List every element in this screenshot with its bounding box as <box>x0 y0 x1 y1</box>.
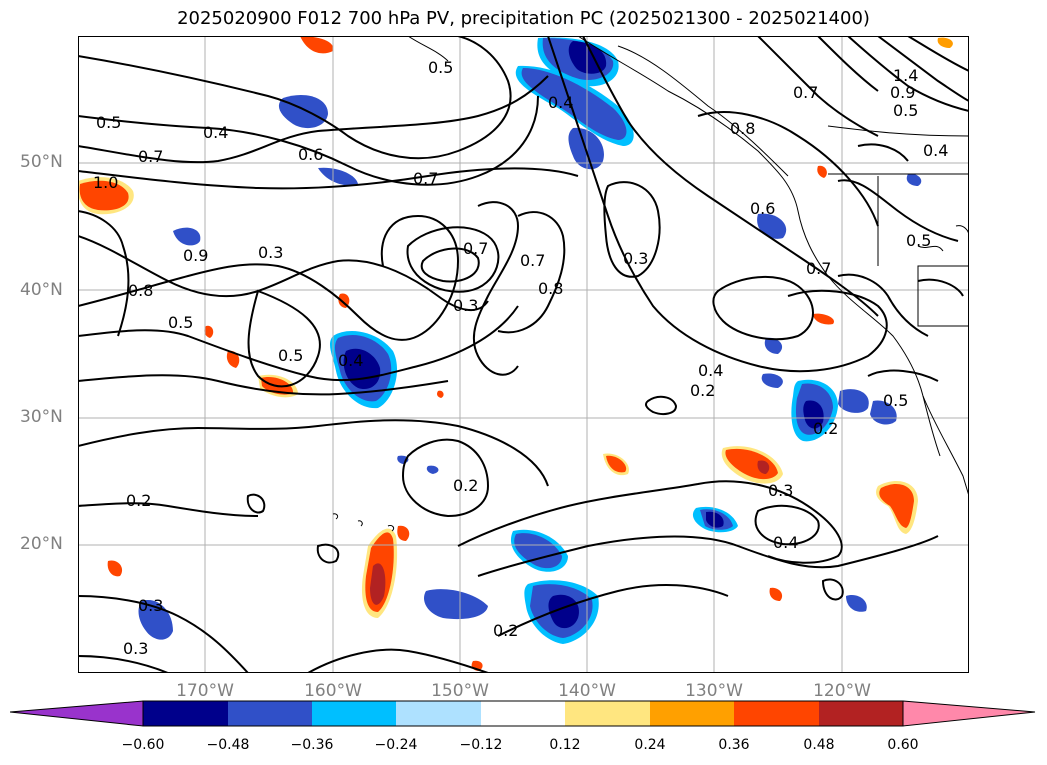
contour-label: 0.5 <box>278 346 303 365</box>
colorbar-tick: −0.12 <box>459 737 503 753</box>
contour-label: 0.6 <box>298 145 323 164</box>
precip-negative-areas <box>138 37 922 644</box>
contour-label: 0.9 <box>890 83 915 102</box>
lat-label-40n: 40°N <box>20 280 63 300</box>
contour-label: 1.0 <box>93 173 118 192</box>
contour-label: 0.2 <box>493 621 518 640</box>
colorbar-bin <box>481 701 566 726</box>
lat-label-50n: 50°N <box>20 152 63 172</box>
contour-label: 0.3 <box>123 639 148 658</box>
colorbar-tick: 0.24 <box>634 737 666 753</box>
contour-label: 0.4 <box>923 141 948 160</box>
contour-label: 0.2 <box>690 381 715 400</box>
colorbar-bin <box>819 701 904 726</box>
colorbar-bin <box>228 701 313 726</box>
contour-label: 0.2 <box>453 476 478 495</box>
map-plot: 0.5 0.4 0.6 0.7 0.5 1.0 0.7 0.9 0.3 0.8 … <box>78 36 969 673</box>
contour-label: 0.4 <box>548 93 573 112</box>
colorbar-bin <box>143 701 228 726</box>
coastlines <box>332 36 969 532</box>
colorbar-tick: 0.36 <box>718 737 750 753</box>
colorbar-tick: −0.48 <box>206 737 250 753</box>
contour-label: 0.5 <box>893 101 918 120</box>
contour-label: 0.3 <box>453 296 478 315</box>
contour-label: 0.5 <box>96 113 121 132</box>
contour-label: 0.5 <box>906 231 931 250</box>
gridlines <box>78 36 969 673</box>
colorbar-tick: −0.36 <box>290 737 334 753</box>
colorbar-tick: 0.48 <box>803 737 835 753</box>
contour-label: 1.4 <box>893 66 918 85</box>
lon-label-160w: 160°W <box>304 681 362 701</box>
contour-labels: 0.5 0.4 0.6 0.7 0.5 1.0 0.7 0.9 0.3 0.8 … <box>93 58 948 658</box>
colorbar-tick: 0.60 <box>887 737 919 753</box>
contour-label: 0.2 <box>813 419 838 438</box>
colorbar-bin <box>734 701 819 726</box>
colorbar-bin <box>396 701 481 726</box>
lon-label-150w: 150°W <box>431 681 489 701</box>
colorbar <box>10 700 1036 727</box>
lon-label-130w: 130°W <box>685 681 743 701</box>
contour-label: 0.7 <box>806 259 831 278</box>
lon-label-170w: 170°W <box>176 681 234 701</box>
contour-label: 0.9 <box>183 246 208 265</box>
contour-label: 0.3 <box>138 596 163 615</box>
colorbar-tick: 0.12 <box>549 737 581 753</box>
contour-label: 0.6 <box>750 199 775 218</box>
contour-label: 0.4 <box>203 123 228 142</box>
contour-label: 0.7 <box>138 147 163 166</box>
chart-title: 2025020900 F012 700 hPa PV, precipitatio… <box>177 8 870 29</box>
contour-label: 0.7 <box>413 169 438 188</box>
colorbar-tick: −0.24 <box>374 737 418 753</box>
lat-label-30n: 30°N <box>20 407 63 427</box>
contour-label: 0.7 <box>520 251 545 270</box>
contour-label: 0.2 <box>126 491 151 510</box>
contour-label: 0.5 <box>428 58 453 77</box>
contour-label: 0.4 <box>698 361 723 380</box>
contour-label: 0.8 <box>538 279 563 298</box>
lon-label-120w: 120°W <box>813 681 871 701</box>
colorbar-bin <box>565 701 650 726</box>
lat-label-20n: 20°N <box>20 534 63 554</box>
colorbar-bin <box>312 701 397 726</box>
lon-label-140w: 140°W <box>558 681 616 701</box>
contour-label: 0.7 <box>793 83 818 102</box>
colorbar-tick: −0.60 <box>121 737 165 753</box>
contour-label: 0.5 <box>883 391 908 410</box>
colorbar-extend-low <box>10 700 144 727</box>
contour-label: 0.5 <box>168 313 193 332</box>
contour-label: 0.4 <box>773 533 798 552</box>
contour-label: 0.8 <box>128 281 153 300</box>
pv-contours <box>78 36 969 673</box>
contour-label: 0.3 <box>768 481 793 500</box>
contour-label: 0.4 <box>338 351 363 370</box>
colorbar-bin <box>650 701 735 726</box>
contour-label: 0.3 <box>623 249 648 268</box>
precip-positive-areas <box>78 36 953 671</box>
contour-label: 0.8 <box>730 119 755 138</box>
contour-label: 0.7 <box>463 239 488 258</box>
contour-label: 0.3 <box>258 243 283 262</box>
colorbar-extend-high <box>902 700 1036 727</box>
